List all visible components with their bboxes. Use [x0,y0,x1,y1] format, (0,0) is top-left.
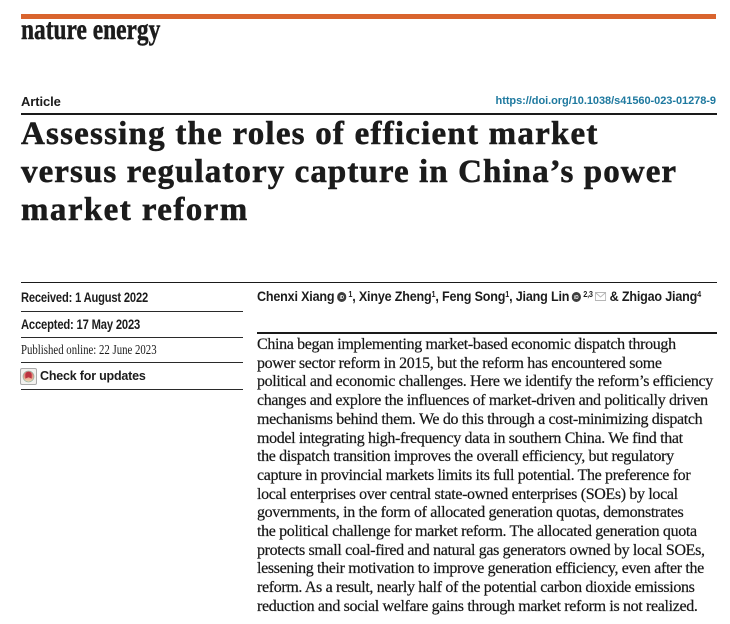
svg-text:iD: iD [574,295,579,301]
svg-text:iD: iD [339,295,344,301]
